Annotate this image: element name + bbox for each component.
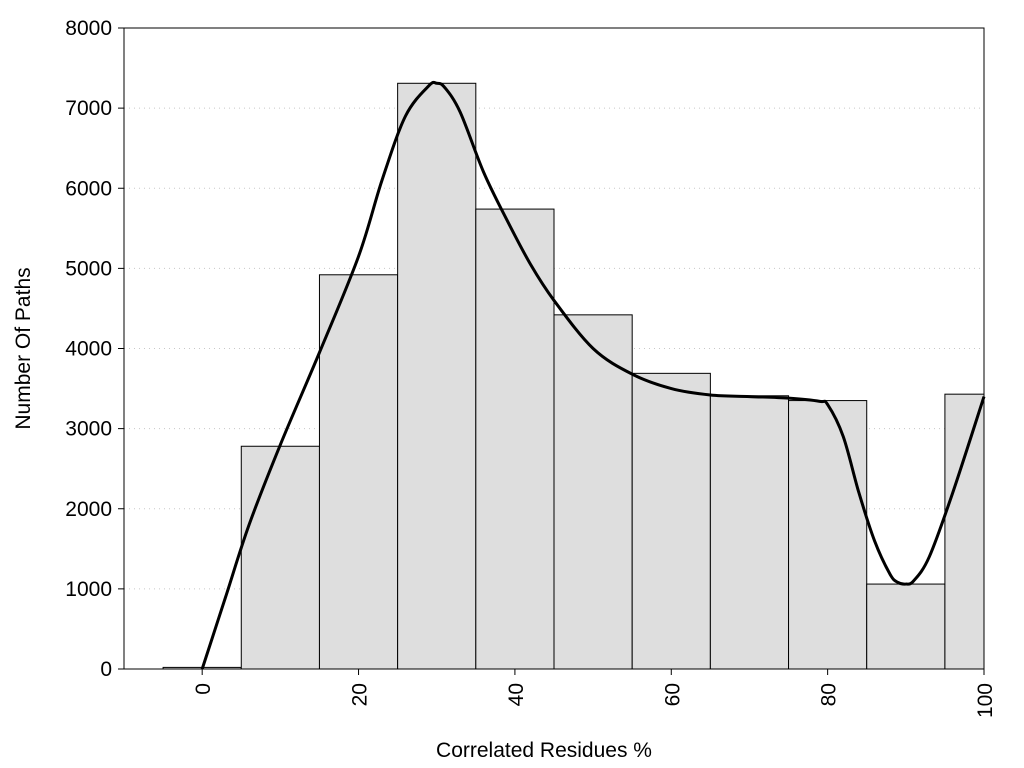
histogram-bar: [631, 372, 711, 670]
x-tick-label: 100: [974, 683, 997, 718]
y-tick-label: 2000: [65, 498, 112, 521]
y-tick-label: 0: [100, 658, 112, 681]
histogram-bars: [162, 82, 985, 670]
x-tick-label: 0: [192, 683, 215, 695]
x-axis-title: Correlated Residues %: [436, 739, 652, 762]
x-tick-label: 80: [818, 683, 841, 706]
fit-curve: [200, 80, 986, 670]
y-tick-label: 7000: [65, 97, 112, 120]
histogram-bar: [866, 583, 946, 670]
histogram-bar: [709, 395, 790, 670]
histogram-bar: [240, 445, 320, 670]
histogram-bar: [397, 82, 477, 670]
y-tick-label: 4000: [65, 338, 112, 361]
y-axis-ticks: 0 1000 2000 3000 4000 5000 6000 7000 8000: [65, 17, 124, 681]
y-tick-label: 6000: [65, 177, 112, 200]
x-axis-ticks: 0 20 40 60 80 100: [192, 669, 997, 718]
histogram-bar: [944, 393, 985, 670]
y-tick-label: 5000: [65, 257, 112, 280]
histogram-bar: [553, 314, 633, 670]
fit-curve-layer: [200, 80, 986, 670]
x-tick-label: 60: [661, 683, 684, 706]
x-tick-label: 40: [505, 683, 528, 706]
x-tick-label: 20: [349, 683, 372, 706]
histogram-bar: [475, 208, 555, 670]
y-tick-label: 1000: [65, 578, 112, 601]
y-tick-label: 3000: [65, 418, 112, 441]
histogram-bar: [788, 400, 868, 670]
histogram-bar: [318, 274, 399, 670]
y-axis-title: Number Of Paths: [12, 267, 35, 429]
y-tick-label: 8000: [65, 17, 112, 40]
